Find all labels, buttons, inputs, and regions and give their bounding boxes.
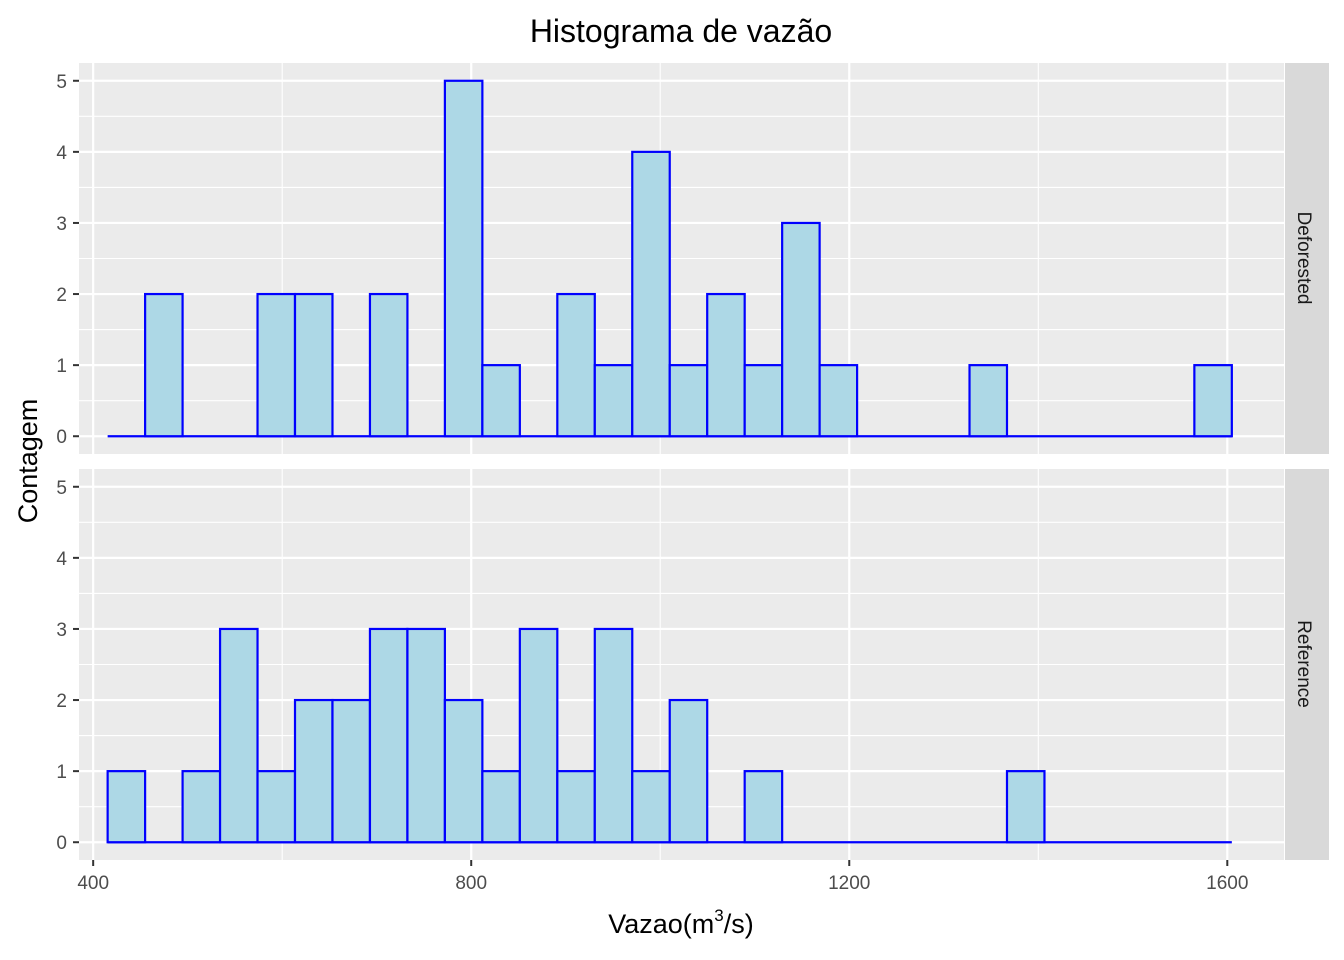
panel-reference: Reference: [79, 469, 1329, 860]
histogram-bar-deforested: [481, 364, 521, 438]
x-axis-title: Vazao(m3/s): [608, 906, 754, 939]
histogram-bar-deforested: [968, 364, 1009, 438]
bars-deforested: [107, 79, 1233, 438]
y-axis-deforested: 0 1 2 3 4 5: [56, 72, 79, 448]
x-axis-title-main: Vazao: [608, 909, 683, 939]
y-tick-label: 4: [56, 549, 67, 570]
histogram-bar-deforested: [743, 364, 784, 438]
strip-label-deforested: Deforested: [1293, 212, 1314, 305]
y-tick-label: 0: [56, 833, 67, 854]
y-tick-label: 1: [56, 356, 67, 377]
x-tick-label: 400: [77, 873, 109, 894]
histogram-bar-reference: [256, 770, 297, 844]
bars-reference: [106, 627, 1232, 844]
strip-background-reference: [1285, 469, 1329, 860]
histogram-bar-reference: [743, 770, 784, 844]
x-axis-title-open-paren: (: [683, 909, 692, 939]
y-tick-label: 5: [56, 478, 67, 499]
histogram-bar-deforested: [706, 292, 746, 438]
histogram-bar-deforested: [668, 364, 709, 438]
histogram-bar-reference: [218, 627, 259, 844]
histogram-bar-reference: [518, 627, 559, 844]
x-axis-title-unit-exponent: 3: [714, 906, 723, 925]
histogram-bar-reference: [668, 698, 709, 844]
x-tick-label: 1200: [828, 873, 870, 894]
y-tick-label: 5: [56, 72, 67, 93]
y-axis-title: Contagem: [13, 399, 43, 524]
histogram-bar-deforested: [1193, 364, 1233, 438]
histogram-bar-reference: [181, 770, 222, 844]
y-tick-label: 1: [56, 762, 67, 783]
y-tick-label: 0: [56, 427, 67, 448]
histogram-bar-deforested: [144, 292, 184, 438]
y-tick-label: 3: [56, 620, 67, 641]
panel-deforested: Deforested: [79, 63, 1329, 454]
histogram-bar-reference: [556, 770, 596, 844]
histogram-bar-deforested: [443, 79, 484, 438]
histogram-bar-reference: [368, 627, 409, 844]
histogram-bar-reference: [331, 698, 372, 844]
x-axis-title-unit-base: m: [692, 909, 715, 939]
histogram-bar-reference: [106, 770, 147, 844]
y-tick-label: 3: [56, 214, 67, 235]
x-tick-label: 1600: [1206, 873, 1248, 894]
chart-title: Histograma de vazão: [530, 13, 832, 49]
histogram-bar-deforested: [631, 150, 671, 438]
x-axis-title-unit-rest: /s: [724, 909, 745, 939]
histogram-bar-deforested: [368, 292, 409, 438]
histogram-bar-deforested: [818, 364, 859, 438]
histogram-bar-deforested: [593, 364, 634, 438]
histogram-bar-deforested: [556, 292, 596, 438]
histogram-bar-deforested: [293, 292, 334, 438]
histogram-bar-reference: [443, 698, 484, 844]
histogram-bar-reference: [593, 627, 634, 844]
x-tick-label: 800: [455, 873, 487, 894]
y-tick-label: 4: [56, 143, 67, 164]
histogram-bar-reference: [293, 698, 334, 844]
y-tick-label: 2: [56, 285, 67, 306]
histogram-bar-reference: [631, 770, 671, 844]
histogram-bar-reference: [406, 627, 446, 844]
y-tick-label: 2: [56, 691, 67, 712]
histogram-bar-deforested: [781, 221, 821, 438]
strip-background-deforested: [1285, 63, 1329, 454]
histogram-bar-reference: [481, 770, 521, 844]
y-axis-reference: 0 1 2 3 4 5: [56, 478, 79, 854]
histogram-bar-deforested: [256, 292, 297, 438]
x-axis: 400 800 1200 1600: [77, 860, 1248, 894]
x-axis-title-close-paren: ): [745, 909, 754, 939]
histogram-bar-reference: [1005, 770, 1046, 844]
strip-label-reference: Reference: [1293, 620, 1314, 708]
